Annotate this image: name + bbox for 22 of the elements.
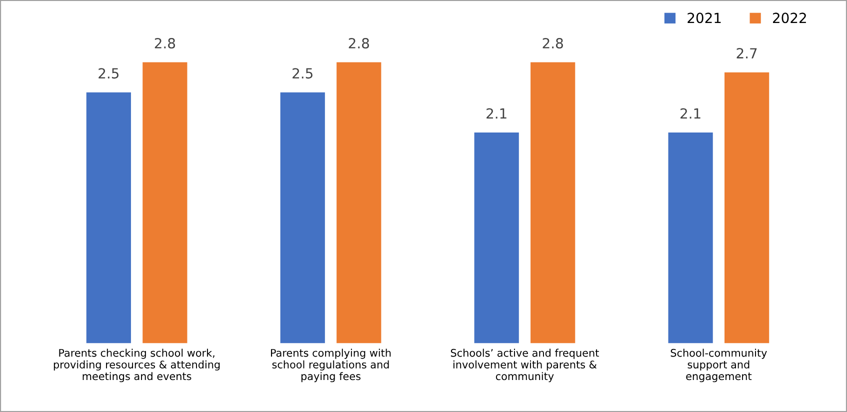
bar (336, 62, 382, 344)
x-tick-label: Parents checking school work, providing resources & attending meetings and events (54, 348, 220, 382)
legend-label: 2022 (773, 12, 806, 24)
x-tick-label: Parents complying with school regulations and paying fees (271, 348, 391, 382)
data-label: 2.1 (680, 108, 700, 119)
bar (280, 92, 325, 344)
data-label: 2.5 (98, 68, 118, 79)
data-label: 2.8 (348, 38, 369, 48)
bar (724, 72, 770, 344)
data-label: 2.8 (542, 38, 563, 48)
bar (474, 132, 519, 344)
legend-label: 2021 (688, 12, 721, 24)
x-tick-label: School-community support and engagement (670, 348, 767, 382)
bar (530, 62, 576, 344)
data-label: 2.1 (486, 108, 506, 119)
data-label: 2.8 (154, 38, 176, 48)
data-label: 2.5 (292, 68, 312, 79)
bar (142, 62, 188, 344)
bar (86, 92, 131, 344)
bar (668, 132, 713, 344)
x-tick-label: Schools’ active and frequent involvement with parents & community (450, 348, 599, 382)
data-label: 2.7 (736, 48, 757, 58)
